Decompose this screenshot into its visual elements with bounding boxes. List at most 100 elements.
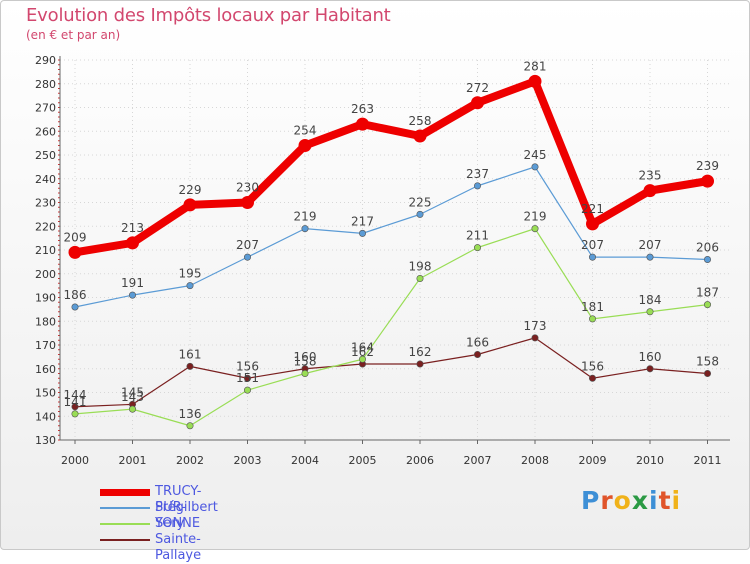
data-label: 235 bbox=[639, 169, 662, 183]
y-tick-label: 270 bbox=[35, 102, 56, 115]
data-point bbox=[241, 196, 254, 209]
y-tick-label: 220 bbox=[35, 220, 56, 233]
data-point bbox=[586, 217, 599, 231]
x-tick-label: 2003 bbox=[234, 454, 262, 467]
y-tick-label: 260 bbox=[35, 125, 56, 138]
data-label: 258 bbox=[409, 114, 432, 128]
data-point bbox=[703, 255, 711, 263]
x-tick-label: 2008 bbox=[521, 454, 549, 467]
x-tick-label: 2005 bbox=[349, 454, 377, 467]
data-label: 263 bbox=[351, 102, 374, 116]
x-tick-label: 2004 bbox=[291, 454, 319, 467]
data-label: 160 bbox=[639, 350, 662, 364]
data-label: 206 bbox=[696, 241, 719, 255]
series-line bbox=[74, 228, 708, 427]
logo-letter: P bbox=[581, 486, 601, 515]
data-label: 161 bbox=[179, 347, 202, 361]
data-point bbox=[416, 360, 424, 368]
data-point bbox=[473, 244, 481, 252]
legend-label: Prégilbert bbox=[155, 500, 218, 515]
y-tick-label: 290 bbox=[35, 54, 56, 67]
logo-letter: t bbox=[658, 486, 672, 515]
data-label: 186 bbox=[64, 288, 87, 302]
proxiti-logo: Proxiti bbox=[581, 486, 681, 515]
data-point bbox=[588, 315, 596, 323]
y-tick-label: 130 bbox=[35, 434, 56, 447]
chart-frame bbox=[0, 0, 750, 550]
data-point bbox=[646, 365, 654, 373]
y-tick-label: 240 bbox=[35, 173, 56, 186]
data-point bbox=[643, 184, 657, 198]
legend-swatch bbox=[100, 523, 150, 525]
y-tick-label: 140 bbox=[35, 410, 56, 423]
data-point bbox=[301, 369, 309, 377]
x-tick-label: 2010 bbox=[636, 454, 664, 467]
line-chart: 130 140 150 160 170 180 190 200 210 220 230 240 250 2… bbox=[35, 54, 730, 467]
data-label: 158 bbox=[696, 355, 719, 369]
data-label: 209 bbox=[64, 230, 87, 244]
data-label: 191 bbox=[121, 276, 144, 290]
legend-swatch bbox=[100, 488, 150, 496]
data-label: 136 bbox=[179, 407, 202, 421]
data-point bbox=[68, 245, 82, 259]
y-tick-label: 160 bbox=[35, 363, 56, 376]
data-point bbox=[244, 386, 252, 394]
logo-letter: o bbox=[613, 486, 632, 515]
legend-swatch bbox=[100, 539, 150, 541]
data-label: 254 bbox=[294, 124, 317, 138]
data-point bbox=[413, 129, 427, 143]
data-label: 207 bbox=[639, 238, 662, 252]
logo-letter: x bbox=[631, 486, 649, 515]
y-tick-label: 280 bbox=[35, 78, 56, 91]
data-point bbox=[531, 225, 539, 233]
data-point bbox=[358, 355, 366, 363]
logo-letter: i bbox=[671, 486, 682, 515]
data-point bbox=[71, 410, 79, 418]
data-label: 166 bbox=[466, 336, 489, 350]
data-label: 184 bbox=[639, 293, 662, 307]
data-point bbox=[703, 369, 711, 377]
legend-swatch bbox=[100, 507, 150, 509]
data-label: 151 bbox=[236, 371, 259, 385]
data-label: 217 bbox=[351, 214, 374, 228]
data-point bbox=[244, 374, 252, 382]
y-tick-label: 210 bbox=[35, 244, 56, 257]
data-label: 281 bbox=[524, 59, 547, 73]
data-point bbox=[129, 405, 137, 413]
y-tick-label: 190 bbox=[35, 292, 56, 305]
data-label: 162 bbox=[351, 345, 374, 359]
data-label: 219 bbox=[294, 210, 317, 224]
data-point bbox=[186, 282, 194, 290]
data-label: 145 bbox=[121, 385, 144, 399]
data-label: 213 bbox=[121, 221, 144, 235]
data-label: 198 bbox=[409, 260, 432, 274]
data-label: 173 bbox=[524, 319, 547, 333]
data-point bbox=[528, 74, 542, 88]
data-label: 225 bbox=[409, 195, 432, 209]
data-label: 156 bbox=[236, 359, 259, 373]
data-point bbox=[298, 139, 312, 152]
series-line bbox=[74, 77, 709, 257]
chart-title: Evolution des Impôts locaux par Habitant bbox=[26, 5, 391, 26]
data-point bbox=[473, 182, 481, 190]
data-label: 156 bbox=[581, 359, 604, 373]
series-line bbox=[74, 337, 708, 408]
data-point bbox=[129, 291, 137, 299]
data-point bbox=[646, 253, 654, 261]
legend-label: Sainte-Pallaye bbox=[155, 532, 202, 563]
data-label: 144 bbox=[64, 388, 87, 402]
data-point bbox=[646, 308, 654, 316]
legend-label: Sery bbox=[155, 516, 185, 531]
y-tick-label: 200 bbox=[35, 268, 56, 281]
data-label: 245 bbox=[524, 148, 547, 162]
x-tick-label: 2000 bbox=[61, 454, 89, 467]
data-point bbox=[186, 362, 194, 370]
x-tick-label: 2009 bbox=[579, 454, 607, 467]
data-label: 207 bbox=[236, 238, 259, 252]
data-point bbox=[244, 253, 252, 261]
data-point bbox=[301, 225, 309, 233]
data-label: 219 bbox=[524, 210, 547, 224]
logo-letter: r bbox=[600, 486, 614, 515]
data-point bbox=[531, 334, 539, 342]
x-tick-label: 2001 bbox=[119, 454, 147, 467]
